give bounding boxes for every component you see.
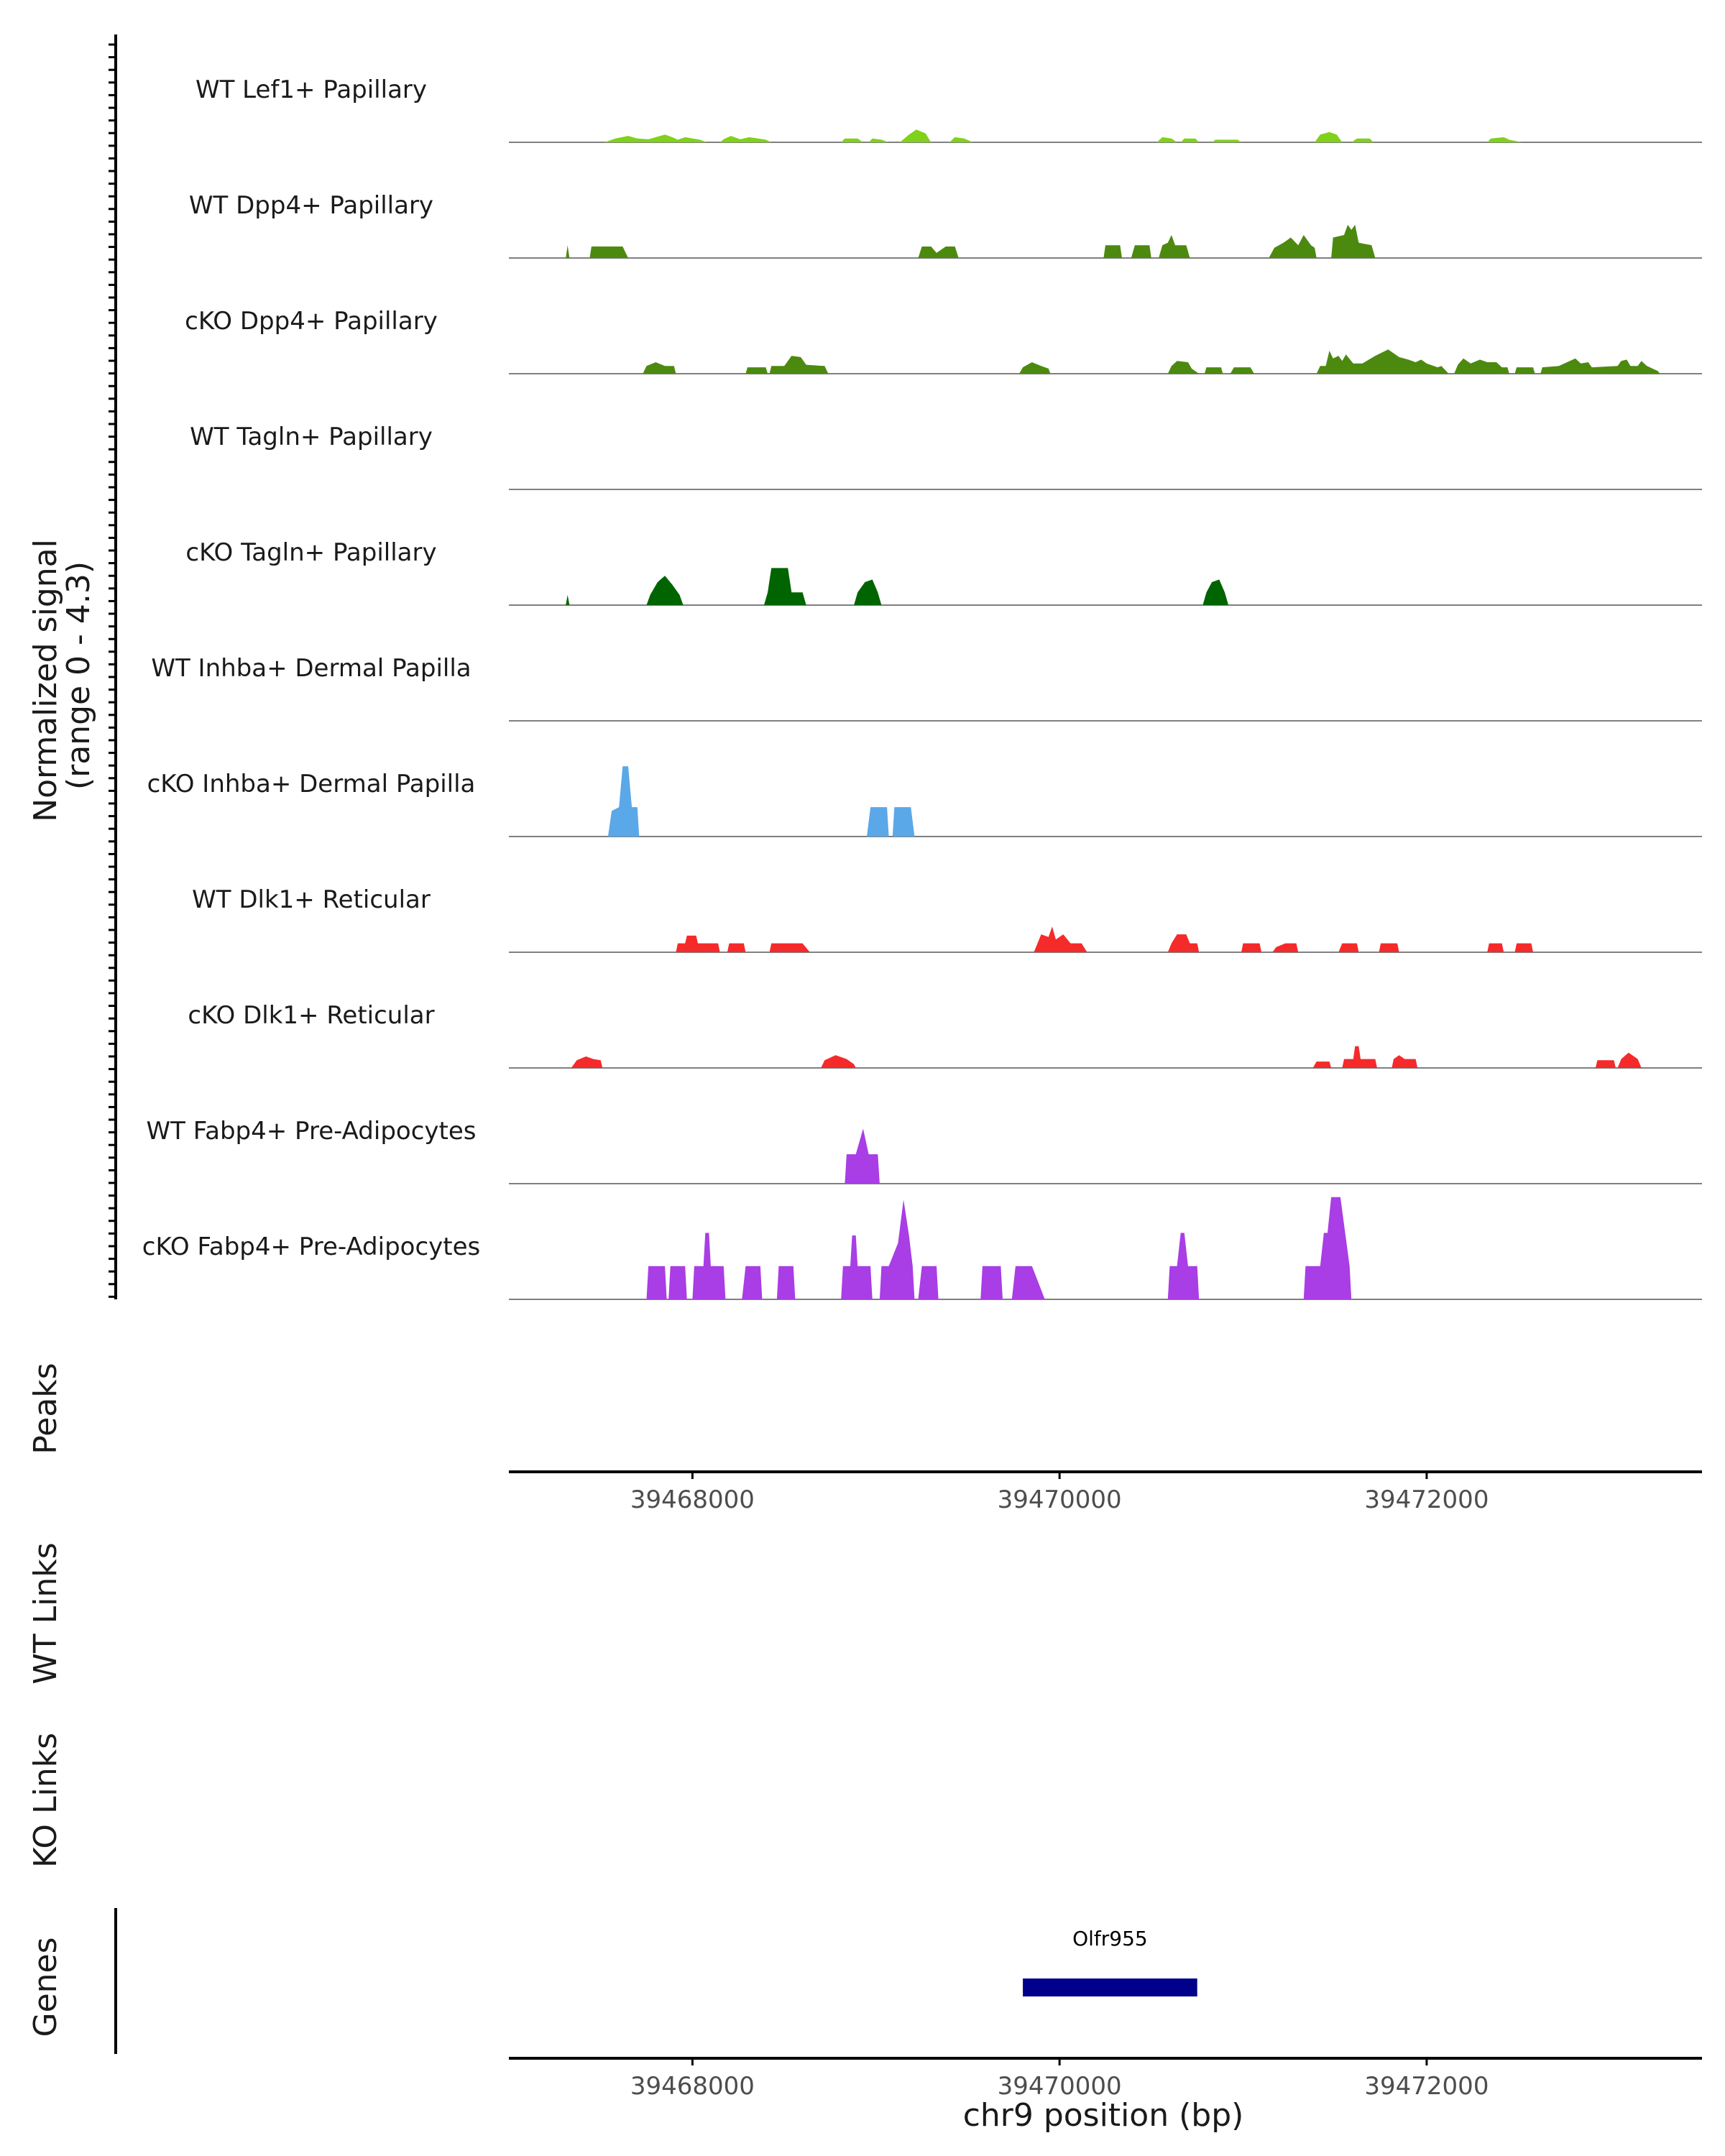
track-label: cKO Inhba+ Dermal Papilla: [147, 770, 476, 798]
track: cKO Tagln+ Papillary: [185, 538, 1703, 606]
coverage-area: [646, 1197, 1702, 1299]
track: cKO Inhba+ Dermal Papilla: [147, 766, 1702, 837]
x-axis-title: chr9 position (bp): [963, 2097, 1244, 2134]
track-label: cKO Fabp4+ Pre-Adipocytes: [142, 1233, 481, 1261]
track-label: cKO Tagln+ Papillary: [185, 538, 436, 567]
track: WT Fabp4+ Pre-Adipocytes: [147, 1117, 1702, 1184]
x-tick-label: 39472000: [1364, 1485, 1489, 1514]
track: WT Dpp4+ Papillary: [189, 191, 1703, 259]
coverage-y-axis-ticks: [109, 43, 116, 1298]
wt-links-label: WT Links: [27, 1542, 64, 1684]
peaks-label: Peaks: [27, 1363, 64, 1454]
coverage-area: [571, 1046, 1702, 1068]
track: cKO Fabp4+ Pre-Adipocytes: [142, 1197, 1702, 1300]
track-label: WT Tagln+ Papillary: [190, 423, 433, 451]
track: cKO Dpp4+ Papillary: [185, 307, 1702, 374]
ko-links-label: KO Links: [27, 1733, 64, 1868]
coverage-area: [607, 766, 1702, 837]
y-axis-title-line2: (range 0 - 4.3): [60, 561, 97, 790]
gene: Olfr955: [1023, 1927, 1197, 1996]
coverage-area: [845, 1128, 1702, 1184]
track: cKO Dlk1+ Reticular: [188, 1001, 1702, 1069]
x-tick-label: 39468000: [630, 2072, 755, 2101]
coverage-area: [576, 129, 1702, 142]
track-label: WT Dpp4+ Papillary: [189, 191, 433, 220]
track: WT Inhba+ Dermal Papilla: [151, 654, 1702, 722]
x-tick-label: 39470000: [998, 1485, 1122, 1514]
coverage-tracks: WT Lef1+ Papillary WT Dpp4+ Papillary cKO …: [142, 75, 1703, 1300]
track: WT Dlk1+ Reticular: [192, 885, 1702, 953]
x-tick-label: 39472000: [1364, 2072, 1489, 2101]
peaks-x-axis: 39468000 39470000 39472000: [509, 1470, 1702, 1514]
track-label: WT Inhba+ Dermal Papilla: [151, 654, 471, 683]
y-axis-title-line1: Normalized signal: [27, 539, 64, 822]
coverage-area: [566, 224, 1703, 258]
coverage-area: [643, 349, 1702, 374]
gene-body: [1023, 1978, 1197, 1996]
track-label: cKO Dpp4+ Papillary: [185, 307, 438, 336]
bottom-x-axis: 39468000 39470000 39472000: [509, 2057, 1702, 2101]
track-label: WT Dlk1+ Reticular: [192, 885, 431, 914]
coverage-area: [676, 926, 1702, 952]
track: WT Lef1+ Papillary: [196, 75, 1702, 143]
gene-name: Olfr955: [1072, 1927, 1148, 1950]
track-label: cKO Dlk1+ Reticular: [188, 1001, 434, 1030]
coverage-area: [566, 568, 1703, 605]
track: WT Tagln+ Papillary: [190, 423, 1702, 490]
x-tick-label: 39468000: [630, 1485, 755, 1514]
track-label: WT Lef1+ Papillary: [196, 75, 427, 104]
genes-label: Genes: [27, 1937, 64, 2037]
x-tick-label: 39470000: [998, 2072, 1122, 2101]
y-axis-title: Normalized signal (range 0 - 4.3): [27, 529, 97, 822]
track-label: WT Fabp4+ Pre-Adipocytes: [147, 1117, 477, 1146]
gene-track: Olfr955: [1023, 1927, 1197, 1996]
